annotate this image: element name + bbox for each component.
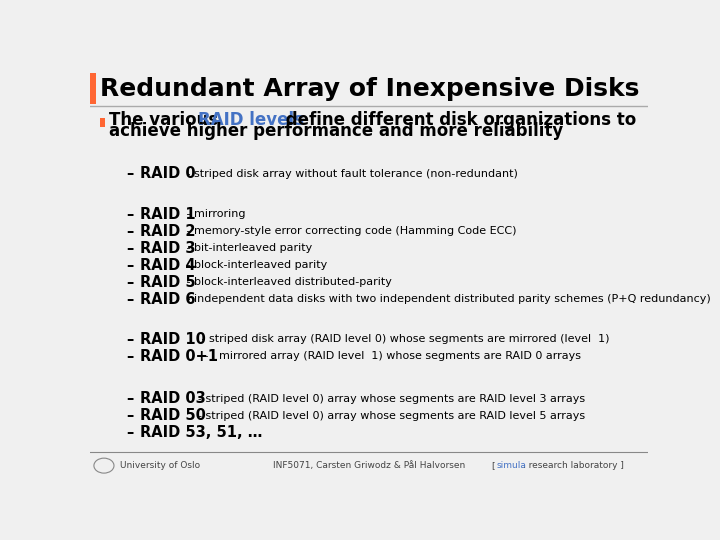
Text: - independent data disks with two independent distributed parity schemes (P+Q re: - independent data disks with two indepe… bbox=[183, 294, 711, 305]
Text: University of Oslo: University of Oslo bbox=[120, 461, 199, 470]
Text: - memory-style error correcting code (Hamming Code ECC): - memory-style error correcting code (Ha… bbox=[183, 226, 517, 236]
Text: - bit-interleaved parity: - bit-interleaved parity bbox=[183, 243, 312, 253]
Text: RAID 3: RAID 3 bbox=[140, 241, 196, 255]
Text: –: – bbox=[127, 391, 134, 406]
Text: - striped (RAID level 0) array whose segments are RAID level 5 arrays: - striped (RAID level 0) array whose seg… bbox=[192, 411, 585, 421]
Text: –: – bbox=[127, 349, 134, 364]
Text: -   mirrored array (RAID level  1) whose segments are RAID 0 arrays: - mirrored array (RAID level 1) whose se… bbox=[201, 352, 580, 361]
Text: [: [ bbox=[492, 461, 498, 470]
Text: RAID 6: RAID 6 bbox=[140, 292, 196, 307]
Bar bbox=[90, 73, 96, 104]
Text: –: – bbox=[127, 224, 134, 239]
Text: RAID 0: RAID 0 bbox=[140, 166, 196, 181]
Text: –: – bbox=[127, 166, 134, 181]
Text: RAID 4: RAID 4 bbox=[140, 258, 196, 273]
Text: –: – bbox=[127, 292, 134, 307]
Text: –: – bbox=[127, 241, 134, 255]
Text: RAID 53, 51, …: RAID 53, 51, … bbox=[140, 426, 263, 440]
Text: achieve higher performance and more reliability: achieve higher performance and more reli… bbox=[109, 123, 563, 140]
Text: –: – bbox=[127, 426, 134, 440]
Text: RAID 50: RAID 50 bbox=[140, 408, 206, 423]
Text: simula: simula bbox=[497, 461, 526, 470]
Text: - striped (RAID level 0) array whose segments are RAID level 3 arrays: - striped (RAID level 0) array whose seg… bbox=[192, 394, 585, 404]
Text: - striped disk array without fault tolerance (non-redundant): - striped disk array without fault toler… bbox=[184, 168, 518, 179]
Text: –: – bbox=[127, 275, 134, 290]
Text: RAID 5: RAID 5 bbox=[140, 275, 196, 290]
Text: –: – bbox=[127, 258, 134, 273]
Text: . research laboratory ]: . research laboratory ] bbox=[520, 461, 624, 470]
Text: RAID levels: RAID levels bbox=[198, 111, 304, 129]
Text: The various: The various bbox=[109, 111, 224, 129]
Text: INF5071, Carsten Griwodz & Pål Halvorsen: INF5071, Carsten Griwodz & Pål Halvorsen bbox=[273, 461, 465, 470]
Text: - block-interleaved distributed-parity: - block-interleaved distributed-parity bbox=[184, 277, 392, 287]
Text: - block-interleaved parity: - block-interleaved parity bbox=[183, 260, 328, 270]
Text: –: – bbox=[127, 408, 134, 423]
Text: - striped disk array (RAID level 0) whose segments are mirrored (level  1): - striped disk array (RAID level 0) whos… bbox=[192, 334, 610, 344]
Text: RAID 1: RAID 1 bbox=[140, 207, 196, 221]
Text: RAID 10: RAID 10 bbox=[140, 332, 206, 347]
Text: –: – bbox=[127, 332, 134, 347]
Text: Redundant Array of Inexpensive Disks: Redundant Array of Inexpensive Disks bbox=[100, 77, 639, 100]
Text: - mirroring: - mirroring bbox=[184, 209, 246, 219]
Text: define different disk organizations to: define different disk organizations to bbox=[280, 111, 636, 129]
Text: RAID 0+1: RAID 0+1 bbox=[140, 349, 218, 364]
Text: RAID 2: RAID 2 bbox=[140, 224, 196, 239]
Bar bbox=[100, 118, 105, 127]
Text: RAID 03: RAID 03 bbox=[140, 391, 206, 406]
Text: –: – bbox=[127, 207, 134, 221]
